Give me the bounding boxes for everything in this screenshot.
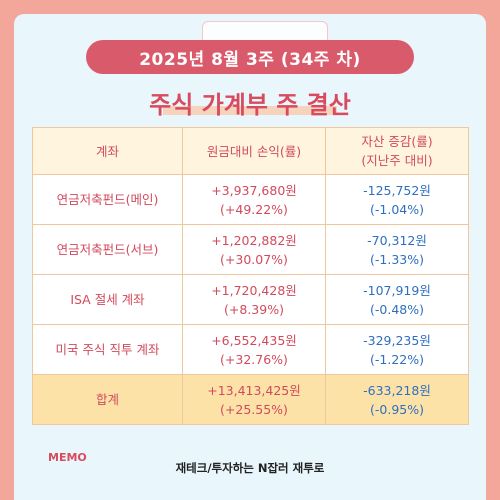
total-change-amount: -633,218원 (363, 382, 431, 398)
pl-cell: +3,937,680원 (+49.22%) (182, 174, 326, 225)
header-account: 계좌 (32, 127, 183, 175)
change-cell: -70,312원 (-1.33%) (325, 224, 469, 275)
change-amount: -107,919원 (363, 282, 431, 298)
pl-cell: +1,720,428원 (+8.39%) (182, 274, 326, 325)
pl-cell: +1,202,882원 (+30.07%) (182, 224, 326, 275)
account-name: 연금저축펀드(메인) (32, 174, 183, 225)
total-label: 합계 (32, 374, 183, 425)
change-rate: (-1.22%) (370, 351, 424, 367)
change-rate: (-1.33%) (370, 251, 424, 267)
total-pl-amount: +13,413,425원 (207, 382, 301, 398)
memo-label: MEMO (48, 451, 87, 464)
table-row: 미국 주식 직투 계좌 +6,552,435원 (+32.76%) -329,23… (32, 324, 469, 375)
account-name: 연금저축펀드(서브) (32, 224, 183, 275)
change-amount: -125,752원 (363, 182, 431, 198)
table-row: 연금저축펀드(서브) +1,202,882원 (+30.07%) -70,312원… (32, 224, 469, 275)
week-label: 2025년 8월 3주 (34주 차) (139, 49, 361, 70)
total-change-cell: -633,218원 (-0.95%) (325, 374, 469, 425)
table-header-row: 계좌 원금대비 손익(률) 자산 증감(률) (지난주 대비) (32, 127, 469, 175)
total-pl-rate: (+25.55%) (220, 401, 288, 417)
change-cell: -125,752원 (-1.04%) (325, 174, 469, 225)
pl-cell: +6,552,435원 (+32.76%) (182, 324, 326, 375)
table-row: ISA 절세 계좌 +1,720,428원 (+8.39%) -107,919원 (… (32, 274, 469, 325)
pl-rate: (+49.22%) (220, 201, 288, 217)
change-cell: -329,235원 (-1.22%) (325, 324, 469, 375)
total-change-rate: (-0.95%) (370, 401, 424, 417)
change-amount: -70,312원 (367, 232, 427, 248)
total-pl-cell: +13,413,425원 (+25.55%) (182, 374, 326, 425)
pl-amount: +1,202,882원 (211, 232, 297, 248)
summary-table: 계좌 원금대비 손익(률) 자산 증감(률) (지난주 대비) 연금저축펀드(메… (32, 127, 469, 425)
page-title: 주식 가계부 주 결산 (149, 91, 351, 119)
change-rate: (-1.04%) (370, 201, 424, 217)
change-amount: -329,235원 (363, 332, 431, 348)
change-cell: -107,919원 (-0.48%) (325, 274, 469, 325)
pl-rate: (+32.76%) (220, 351, 288, 367)
account-name: ISA 절세 계좌 (32, 274, 183, 325)
footer-credit: 재테크/투자하는 N잡러 재투로 (175, 461, 325, 475)
total-row: 합계 +13,413,425원 (+25.55%) -633,218원 (-0.95… (32, 374, 469, 425)
pl-amount: +1,720,428원 (211, 282, 297, 298)
pl-rate: (+30.07%) (220, 251, 288, 267)
header-change: 자산 증감(률) (지난주 대비) (325, 127, 469, 175)
account-name: 미국 주식 직투 계좌 (32, 324, 183, 375)
change-rate: (-0.48%) (370, 301, 424, 317)
table-row: 연금저축펀드(메인) +3,937,680원 (+49.22%) -125,752… (32, 174, 469, 225)
title-highlight (163, 106, 337, 115)
pl-rate: (+8.39%) (224, 301, 284, 317)
pl-amount: +3,937,680원 (211, 182, 297, 198)
pl-amount: +6,552,435원 (211, 332, 297, 348)
header-pl: 원금대비 손익(률) (182, 127, 326, 175)
week-label-pill: 2025년 8월 3주 (34주 차) (86, 40, 414, 74)
